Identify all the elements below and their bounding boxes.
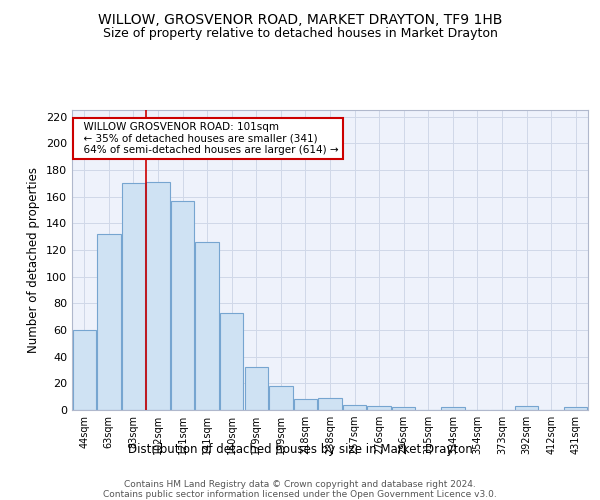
Bar (515, 406, 538, 410)
Bar (294, 400, 317, 410)
Text: WILLOW, GROSVENOR ROAD, MARKET DRAYTON, TF9 1HB: WILLOW, GROSVENOR ROAD, MARKET DRAYTON, … (98, 12, 502, 26)
Bar (146, 182, 170, 410)
Bar (392, 408, 415, 410)
Bar (269, 386, 293, 410)
Bar (97, 234, 121, 410)
Bar (343, 404, 366, 410)
Text: Size of property relative to detached houses in Market Drayton: Size of property relative to detached ho… (103, 28, 497, 40)
Bar (245, 368, 268, 410)
Bar (73, 330, 96, 410)
Bar (319, 398, 341, 410)
Bar (196, 242, 219, 410)
Text: Distribution of detached houses by size in Market Drayton: Distribution of detached houses by size … (128, 442, 472, 456)
Bar (367, 406, 391, 410)
Bar (122, 184, 145, 410)
Bar (220, 312, 244, 410)
Y-axis label: Number of detached properties: Number of detached properties (28, 167, 40, 353)
Bar (441, 408, 464, 410)
Text: Contains HM Land Registry data © Crown copyright and database right 2024.
Contai: Contains HM Land Registry data © Crown c… (103, 480, 497, 500)
Bar (564, 408, 587, 410)
Text: WILLOW GROSVENOR ROAD: 101sqm
  ← 35% of detached houses are smaller (341)
  64%: WILLOW GROSVENOR ROAD: 101sqm ← 35% of d… (77, 122, 339, 155)
Bar (171, 200, 194, 410)
